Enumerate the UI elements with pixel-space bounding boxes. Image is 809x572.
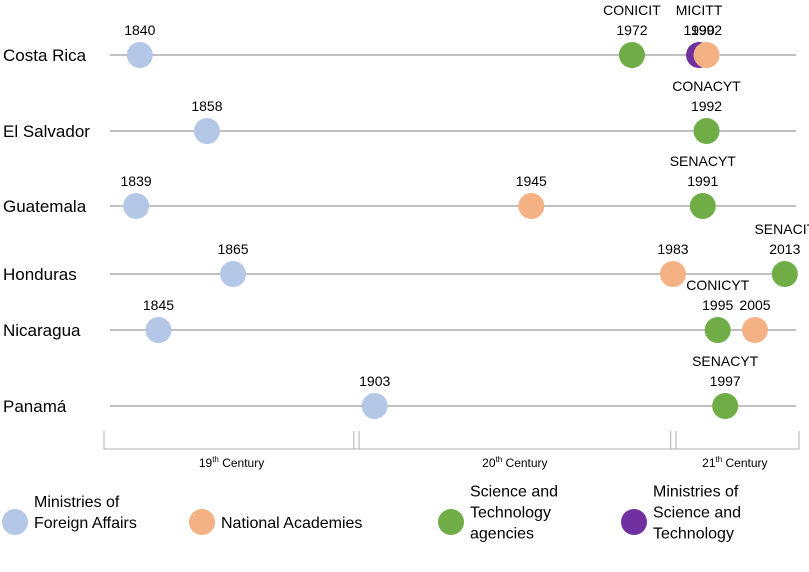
- event-label: CONICIT: [603, 2, 661, 18]
- event-label: 2005: [739, 297, 770, 313]
- legend-item-st_agencies: Science and Technology agencies: [438, 484, 558, 543]
- legend-swatch: [189, 509, 215, 535]
- event-label: SENACYT: [670, 153, 737, 169]
- legend-item-st_ministries: Ministries of Science and Technology: [621, 484, 741, 543]
- event-marker-academies: [741, 317, 768, 343]
- legend-item-foreign_affairs: Ministries of Foreign Affairs: [2, 494, 137, 535]
- legend-label: Ministries of: [653, 484, 739, 501]
- legend-label: Science and: [653, 505, 741, 522]
- legend-label: Technology: [653, 526, 734, 543]
- event-marker-st_agencies: [693, 118, 720, 144]
- row-panama: Panamá 1903 SENACYT 1997: [3, 353, 796, 419]
- event-label: CONICYT: [686, 277, 749, 293]
- century-label: 20th Century: [482, 455, 547, 470]
- event-marker-foreign_affairs: [126, 42, 153, 68]
- row-honduras: Honduras 1865 1983 SENACIT 2013: [3, 221, 809, 287]
- legend-label: National Academies: [221, 515, 362, 532]
- event-marker-academies: [693, 42, 720, 68]
- event-label: CONACYT: [672, 78, 741, 94]
- row-guatemala: Guatemala 1839 1945 SENACYT 1991: [3, 153, 796, 219]
- event-marker-foreign_affairs: [220, 261, 247, 287]
- country-label: Guatemala: [3, 197, 87, 216]
- event-label: SENACYT: [692, 353, 759, 369]
- country-label: Honduras: [3, 265, 77, 284]
- legend-label: Foreign Affairs: [34, 515, 137, 532]
- legend-label: agencies: [470, 526, 534, 543]
- country-label: Panamá: [3, 397, 67, 416]
- legend-item-academies: National Academies: [189, 509, 362, 535]
- event-label: 1983: [657, 241, 688, 257]
- event-marker-st_agencies: [712, 393, 739, 419]
- country-label: El Salvador: [3, 122, 90, 141]
- century-bracket-19: 19th Century: [103, 431, 360, 470]
- event-label: 1992: [691, 22, 722, 38]
- event-marker-st_agencies: [618, 42, 645, 68]
- legend-swatch: [2, 509, 28, 535]
- event-marker-st_agencies: [704, 317, 731, 343]
- event-marker-foreign_affairs: [193, 118, 220, 144]
- event-marker-st_agencies: [771, 261, 798, 287]
- bracket-line: [103, 431, 360, 450]
- bracket-line: [670, 431, 800, 450]
- legend-swatch: [438, 509, 464, 535]
- century-label: 21th Century: [702, 455, 767, 470]
- country-label: Nicaragua: [3, 321, 81, 340]
- event-label: MICITT: [676, 2, 723, 18]
- event-marker-foreign_affairs: [145, 317, 172, 343]
- event-label: 1845: [143, 297, 174, 313]
- event-label: SENACIT: [754, 221, 809, 237]
- event-label: 2013: [769, 241, 800, 257]
- event-label: 1945: [516, 173, 547, 189]
- bracket-line: [353, 431, 677, 450]
- event-marker-academies: [659, 261, 686, 287]
- event-label: 1972: [616, 22, 647, 38]
- legend-label: Ministries of: [34, 494, 120, 511]
- event-marker-foreign_affairs: [361, 393, 388, 419]
- legend-label: Science and: [470, 484, 558, 501]
- century-bracket-20: 20th Century: [353, 431, 677, 470]
- century-bracket-21: 21th Century: [670, 431, 800, 470]
- event-label: 1990: [683, 22, 714, 38]
- row-el-salvador: El Salvador 1858 CONACYT 1992: [3, 78, 796, 144]
- event-label: 1995: [702, 297, 733, 313]
- event-label: 1839: [121, 173, 152, 189]
- legend-swatch: [621, 509, 647, 535]
- event-label: 1991: [687, 173, 718, 189]
- country-label: Costa Rica: [3, 46, 87, 65]
- event-marker-foreign_affairs: [123, 193, 150, 219]
- event-label: 1858: [191, 98, 222, 114]
- event-marker-academies: [518, 193, 545, 219]
- row-nicaragua: Nicaragua 1845 CONICYT 1995 2005: [3, 277, 796, 343]
- event-label: 1865: [217, 241, 248, 257]
- legend-label: Technology: [470, 505, 551, 522]
- event-label: 1997: [710, 373, 741, 389]
- event-label: 1992: [691, 98, 722, 114]
- event-label: 1840: [124, 22, 155, 38]
- century-label: 19th Century: [199, 455, 264, 470]
- event-label: 1903: [359, 373, 390, 389]
- event-marker-st_agencies: [689, 193, 716, 219]
